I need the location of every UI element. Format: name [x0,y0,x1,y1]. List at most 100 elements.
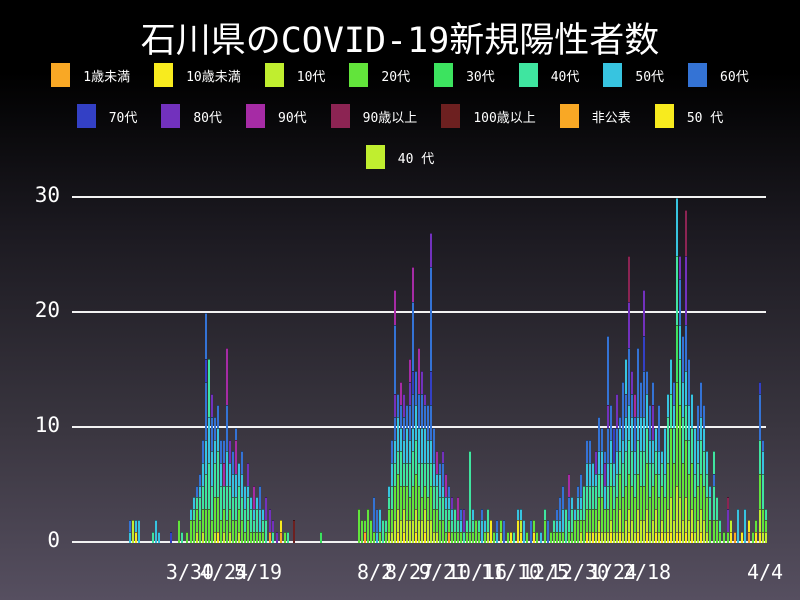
bar-segment [655,428,658,451]
bar-segment [613,531,616,543]
bar-segment [679,278,682,325]
bar-segment [442,485,445,497]
bar-segment [762,474,765,509]
bar [415,370,418,543]
bar-segment [406,520,409,543]
bar-segment [208,462,211,509]
bar-segment [619,508,622,532]
bar-segment [709,497,712,520]
bar-segment [759,508,762,532]
legend-label: 40代 [550,69,580,85]
bar-segment [418,393,421,428]
bar-segment [430,462,433,486]
bar-segment [190,508,193,520]
bar-segment [682,382,685,417]
bar-segment [637,416,640,440]
bar-segment [436,508,439,532]
bar-segment [723,531,726,543]
bar-segment [634,531,637,543]
bar-segment [424,462,427,486]
bar-segment [241,451,244,474]
bar-segment [601,428,604,451]
bar-segment [475,520,478,543]
bar [685,209,688,543]
bar-segment [670,497,673,532]
bar-segment [433,462,436,486]
bar [658,405,661,543]
bar-segment [730,520,733,532]
bar-segment [667,531,670,543]
bar-segment [229,439,232,463]
bar-segment [688,520,691,543]
bar-segment [214,497,217,532]
bar-segment [640,416,643,451]
bar [190,508,193,543]
bar [232,451,235,543]
bar [364,520,367,543]
bar [373,497,376,543]
bar-segment [547,520,550,543]
bar [719,520,722,543]
bar-segment [256,508,259,532]
bar-segment [544,508,547,520]
bar-segment [427,405,430,440]
chart-title: 石川県のCOVID-19新規陽性者数 [140,21,660,61]
bar-segment [655,474,658,509]
bar-segment [430,485,433,520]
bar-segment [409,439,412,463]
bar-segment [670,359,673,394]
bar [765,508,768,543]
bar-segment [730,531,733,543]
bar-segment [445,531,448,543]
bar-segment [691,508,694,532]
bar-segment [598,474,601,497]
bar-segment [640,451,643,486]
bar-segment [430,232,433,267]
x-tick-label: 9/21 [418,560,468,584]
bar-segment [433,531,436,543]
bar-segment [223,531,226,543]
bar-segment [388,508,391,532]
bar-segment [616,497,619,532]
bar [553,520,556,543]
bar-segment [601,451,604,474]
bar [661,451,664,543]
bar-segment [631,370,634,394]
bar-segment [691,428,694,463]
bar-segment [379,531,382,543]
legend-item: 50代 [603,63,664,87]
bar-segment [217,405,220,428]
bar [272,520,275,543]
bar-segment [619,451,622,474]
bar [592,462,595,543]
bar-segment [226,520,229,543]
bar [382,520,385,543]
bar-segment [661,485,664,520]
legend-item: 50 代 [654,104,723,128]
legend-label: 80代 [193,110,222,126]
bar-segment [553,531,556,543]
bar [589,439,592,543]
bar-segment [178,520,181,543]
bar-segment [202,485,205,509]
bar [412,267,415,543]
bar-segment [388,531,391,543]
bar [385,520,388,543]
bar-segment [287,531,290,543]
bar-segment [744,508,747,543]
bar-segment [676,485,679,532]
bar [613,428,616,543]
bar-segment [610,485,613,520]
bar-segment [562,508,565,532]
bar-segment [628,474,631,509]
bar-segment [727,508,730,532]
bar [682,336,685,543]
legend-label: 90歳以上 [362,110,418,126]
y-tick-label: 20 [34,298,60,322]
bar-segment [649,439,652,463]
bar-segment [507,531,510,543]
bar-segment [607,336,610,405]
bar-segment [442,520,445,543]
bar-segment [250,508,253,532]
bar-segment [478,520,481,532]
